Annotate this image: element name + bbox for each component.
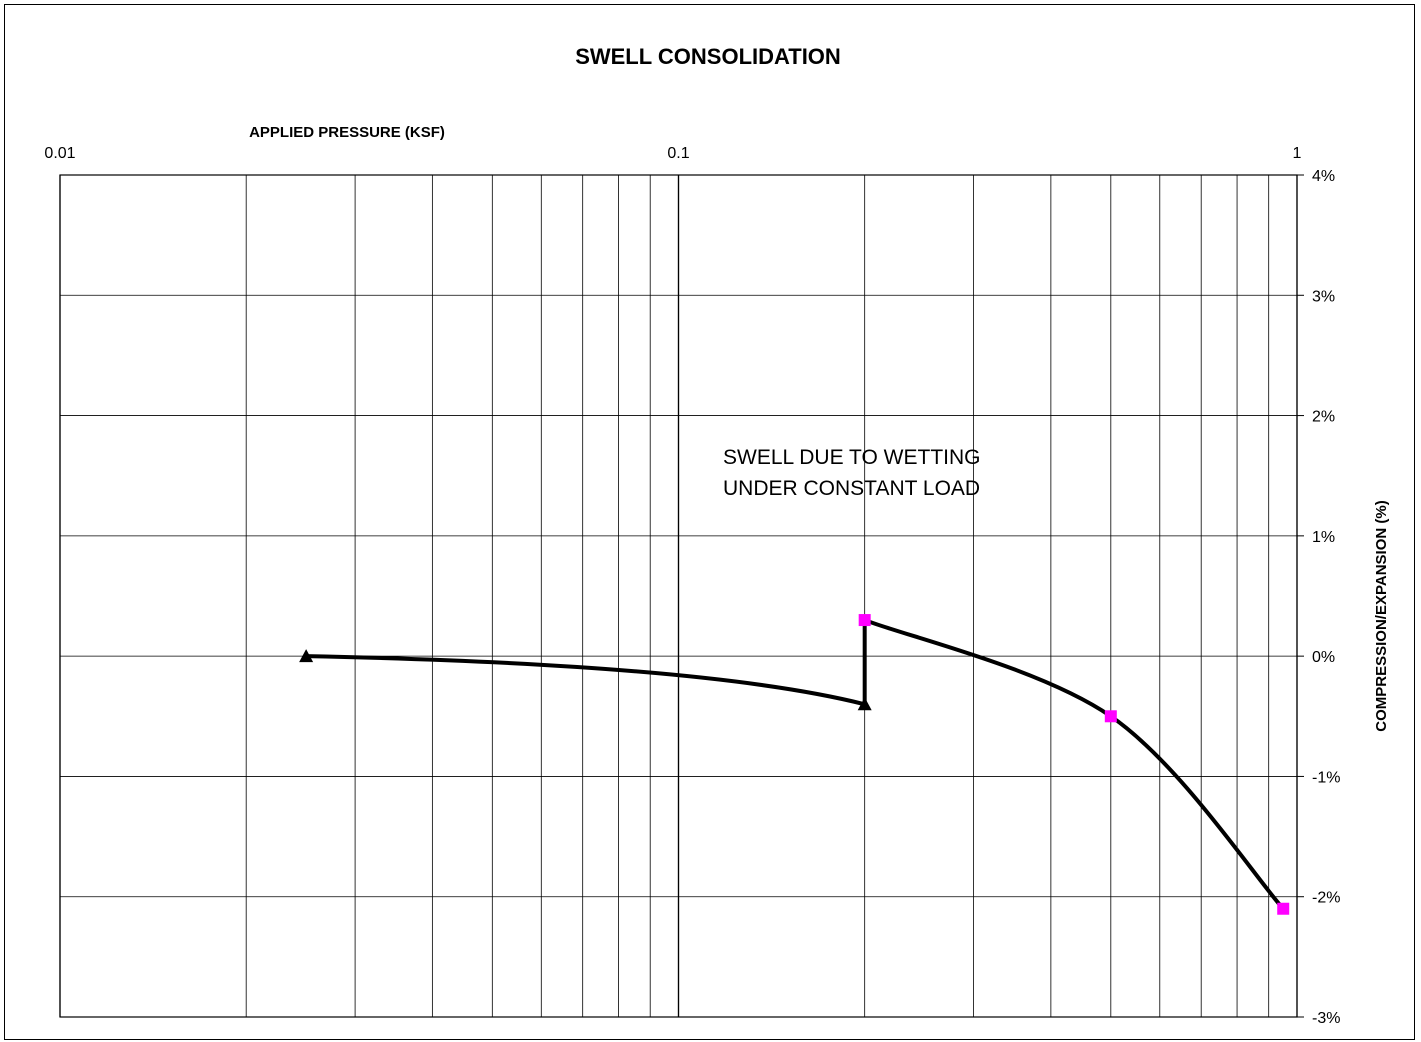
annotation-line-1: SWELL DUE TO WETTING bbox=[723, 446, 980, 469]
square-marker bbox=[1277, 902, 1290, 915]
square-marker bbox=[1104, 710, 1117, 723]
y-tick-label: -2% bbox=[1312, 890, 1340, 907]
square-marker bbox=[858, 614, 871, 627]
y-tick-label: 2% bbox=[1312, 409, 1335, 426]
x-tick-labels: 0.01 0.1 1 bbox=[44, 145, 1301, 162]
y-tick-label: 0% bbox=[1312, 649, 1335, 666]
grid-lines bbox=[59, 174, 1304, 1018]
x-tick-label: 0.1 bbox=[667, 145, 689, 162]
chart-title: SWELL CONSOLIDATION bbox=[575, 44, 841, 69]
compression-curve bbox=[863, 618, 1285, 911]
y-tick-label: -1% bbox=[1312, 769, 1340, 786]
y-tick-label: 4% bbox=[1312, 168, 1335, 185]
triangle-marker bbox=[857, 697, 872, 711]
x-tick-label: 0.01 bbox=[44, 145, 75, 162]
y-tick-label: -3% bbox=[1312, 1010, 1340, 1027]
x-tick-label: 1 bbox=[1293, 145, 1302, 162]
y-tick-label: 3% bbox=[1312, 288, 1335, 305]
triangle-marker bbox=[299, 649, 314, 663]
x-axis-title: APPLIED PRESSURE (KSF) bbox=[249, 124, 445, 141]
loading-curve bbox=[306, 654, 866, 707]
y-tick-label: 1% bbox=[1312, 529, 1335, 546]
plot-area bbox=[59, 174, 1298, 1018]
y-axis-title: COMPRESSION/EXPANSION (%) bbox=[1373, 500, 1390, 731]
data-series bbox=[306, 618, 1285, 911]
y-tick-labels: 4% 3% 2% 1% 0% -1% -2% -3% bbox=[1312, 168, 1340, 1027]
chart-frame bbox=[4, 4, 1415, 1040]
data-markers bbox=[299, 614, 1290, 915]
annotation-line-2: UNDER CONSTANT LOAD bbox=[723, 477, 980, 500]
